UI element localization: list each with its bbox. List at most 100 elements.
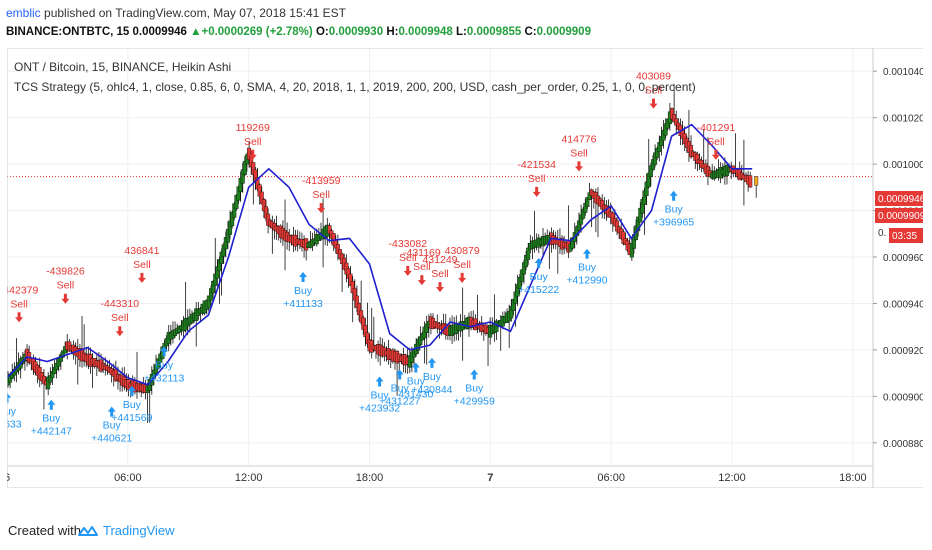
buy-arrow-icon bbox=[395, 369, 404, 380]
close-value: 0.0009909 bbox=[536, 26, 591, 38]
sell-signal-value: -442379 bbox=[7, 284, 39, 296]
low-label: L: bbox=[456, 26, 467, 38]
sell-signal-label: Sell bbox=[528, 173, 546, 185]
symbol-info-bar: BINANCE:ONTBTC, 15 0.0009946 ▲+0.0000269… bbox=[6, 26, 591, 38]
x-tick-label: 06:00 bbox=[597, 472, 625, 484]
strategy-legend[interactable]: TCS Strategy (5, ohlc4, 1, close, 0.85, … bbox=[14, 80, 696, 94]
buy-signal-label: Buy bbox=[423, 371, 442, 383]
sell-arrow-icon bbox=[317, 203, 326, 214]
sell-signal-value: -439826 bbox=[46, 266, 85, 278]
sell-signal-label: Sell bbox=[431, 268, 449, 280]
sell-signal-label: Sell bbox=[645, 85, 663, 97]
sell-arrow-icon bbox=[137, 272, 146, 283]
buy-signal-label: Buy bbox=[7, 406, 17, 418]
buy-signal-value: +441569 bbox=[111, 412, 152, 424]
candle-body bbox=[636, 216, 641, 232]
sell-arrow-icon bbox=[417, 275, 426, 286]
buy-arrow-icon bbox=[47, 399, 56, 410]
sell-signal-value: 403089 bbox=[636, 71, 671, 83]
sell-signal-value: -421534 bbox=[517, 159, 556, 171]
sell-signal-value: 436841 bbox=[124, 245, 159, 257]
close-price-badge-text: 0.0009909 bbox=[878, 211, 923, 222]
sell-signal-label: Sell bbox=[453, 259, 471, 271]
buy-signal-value: +396965 bbox=[653, 217, 694, 229]
buy-signal-value: +423932 bbox=[359, 402, 400, 414]
symbol-label: BINANCE:ONTBTC, 15 bbox=[6, 26, 130, 38]
x-tick-label: 06:00 bbox=[114, 472, 142, 484]
price-chart[interactable]: -442379 Sell -439826 Sell -443310 Sell 436841 S… bbox=[7, 48, 923, 488]
candle-body bbox=[255, 177, 260, 190]
sell-signal-label: Sell bbox=[133, 259, 151, 271]
footer-bar: Created with TradingView bbox=[0, 512, 932, 550]
buy-signal-value: +440621 bbox=[91, 433, 132, 445]
buy-signal-label: Buy bbox=[665, 204, 684, 216]
buy-signal-label: Buy bbox=[294, 285, 313, 297]
publish-text: published on TradingView.com, May 07, 20… bbox=[40, 6, 346, 20]
buy-arrow-icon bbox=[107, 406, 116, 417]
sell-signal-label: Sell bbox=[399, 252, 417, 264]
countdown-badge-text: 03:35 bbox=[892, 231, 917, 242]
candle-body bbox=[60, 350, 65, 358]
buy-arrow-icon bbox=[299, 271, 308, 282]
last-price: 0.0009946 bbox=[132, 26, 187, 38]
author-link[interactable]: emblic bbox=[6, 6, 41, 20]
publish-info: emblic published on TradingView.com, May… bbox=[6, 6, 346, 20]
sell-signal-value: -443310 bbox=[101, 298, 140, 310]
current-candle-body bbox=[754, 176, 759, 186]
tradingview-logo-icon bbox=[78, 526, 98, 536]
buy-signal-label: Buy bbox=[530, 271, 549, 283]
buy-signal-value: +415222 bbox=[518, 284, 559, 296]
created-with-text: Created with bbox=[8, 523, 81, 538]
candle-body bbox=[335, 244, 340, 255]
candle-body bbox=[748, 175, 753, 188]
buy-signal-value: +411133 bbox=[283, 298, 323, 310]
buy-signal-label: Buy bbox=[407, 376, 426, 388]
buy-signal-value: +430844 bbox=[411, 384, 452, 396]
sell-signal-label: Sell bbox=[10, 298, 28, 310]
sell-arrow-icon bbox=[115, 326, 124, 337]
sell-signal-label: Sell bbox=[57, 280, 75, 292]
x-tick-label: 18:00 bbox=[356, 472, 384, 484]
sell-signal-value: 431249 bbox=[422, 254, 457, 266]
buy-signal-value: +431227 bbox=[379, 396, 420, 408]
sell-signal-value: -413959 bbox=[302, 175, 341, 187]
buy-arrow-icon bbox=[583, 248, 592, 259]
sell-signal-label: Sell bbox=[413, 261, 431, 273]
close-label: C: bbox=[524, 26, 537, 38]
partial-axis-label: 0. bbox=[878, 228, 886, 239]
tradingview-brand-link[interactable]: TradingView bbox=[103, 523, 175, 538]
candle-body bbox=[259, 191, 264, 204]
sell-signal-label: Sell bbox=[707, 136, 725, 148]
buy-signal-label: Buy bbox=[391, 383, 410, 395]
sell-arrow-icon bbox=[711, 149, 720, 160]
open-value: 0.0009930 bbox=[328, 26, 384, 38]
sell-arrow-icon bbox=[649, 98, 658, 109]
sell-arrow-icon bbox=[436, 282, 444, 293]
x-tick-label: 6 bbox=[7, 472, 10, 484]
high-value: 0.0009948 bbox=[398, 26, 453, 38]
buy-signal-value: +429959 bbox=[454, 396, 495, 408]
x-tick-label: 12:00 bbox=[718, 472, 746, 484]
buy-signal-label: Buy bbox=[42, 413, 61, 425]
buy-arrow-icon bbox=[160, 346, 169, 357]
buy-signal-label: Buy bbox=[123, 399, 142, 411]
sell-signal-value: 414776 bbox=[561, 133, 596, 145]
candle-body bbox=[418, 336, 423, 346]
buy-signal-value: +432113 bbox=[144, 372, 185, 384]
candle-body bbox=[240, 169, 245, 184]
low-value: 0.0009855 bbox=[466, 26, 522, 38]
buy-arrow-icon bbox=[669, 190, 678, 201]
countdown-badge bbox=[889, 228, 923, 243]
sell-signal-value: -433082 bbox=[389, 238, 428, 250]
sell-signal-label: Sell bbox=[111, 312, 129, 324]
candle-body bbox=[354, 295, 359, 308]
x-tick-label: 7 bbox=[487, 472, 493, 484]
candle-body bbox=[526, 247, 531, 260]
sell-signal-label: Sell bbox=[570, 147, 588, 159]
buy-arrow-icon bbox=[470, 369, 479, 380]
